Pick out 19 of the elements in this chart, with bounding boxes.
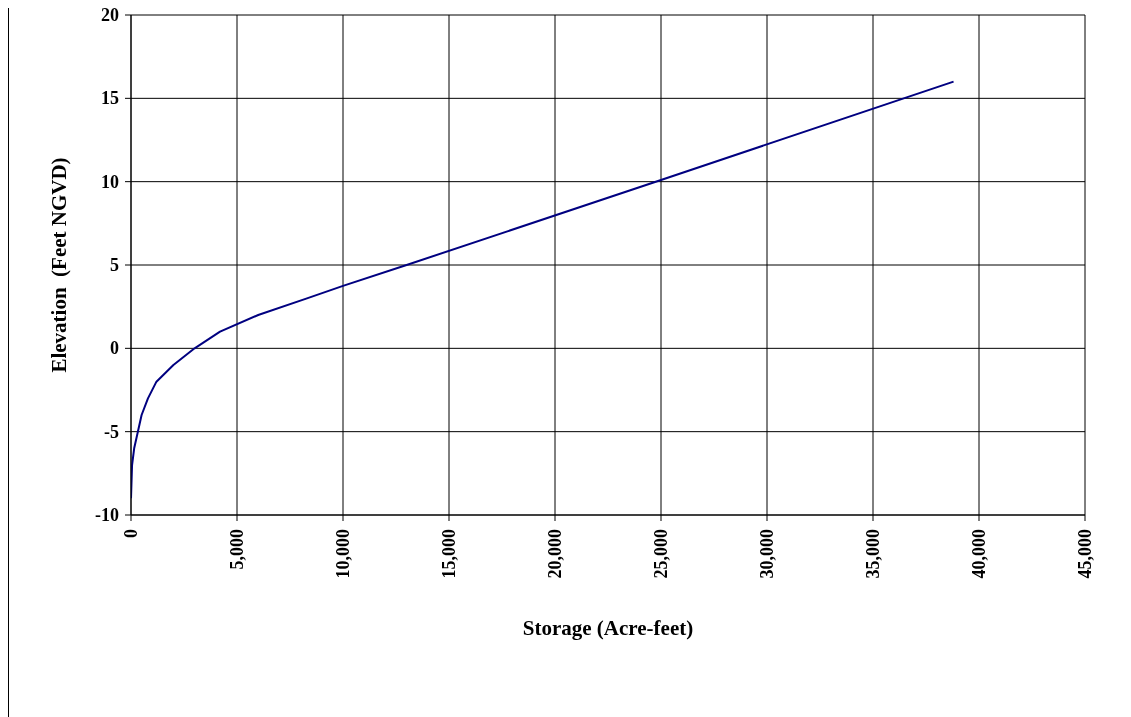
x-tick-label: 15,000 (439, 529, 459, 579)
x-tick-label: 45,000 (1075, 529, 1095, 579)
y-tick-label: 10 (101, 171, 119, 192)
y-tick-label: 15 (101, 88, 119, 109)
y-tick-label: -10 (95, 505, 119, 525)
x-tick-label: 35,000 (863, 529, 883, 579)
x-tick-label: 20,000 (545, 529, 565, 579)
y-tick-label: 5 (110, 255, 119, 275)
y-axis-title: Elevation (Feet NGVD) (47, 157, 71, 373)
x-tick-label: 30,000 (757, 529, 777, 579)
x-tick-label: 0 (121, 529, 141, 538)
x-tick-label: 5,000 (227, 529, 247, 570)
x-tick-label: 40,000 (969, 529, 989, 579)
x-tick-label: 10,000 (333, 529, 353, 579)
x-axis-title: Storage (Acre-feet) (522, 615, 694, 640)
x-tick-label: 25,000 (651, 529, 671, 579)
y-tick-label: -5 (104, 421, 119, 442)
y-tick-label: 20 (101, 5, 119, 25)
y-tick-label: 0 (110, 338, 119, 359)
